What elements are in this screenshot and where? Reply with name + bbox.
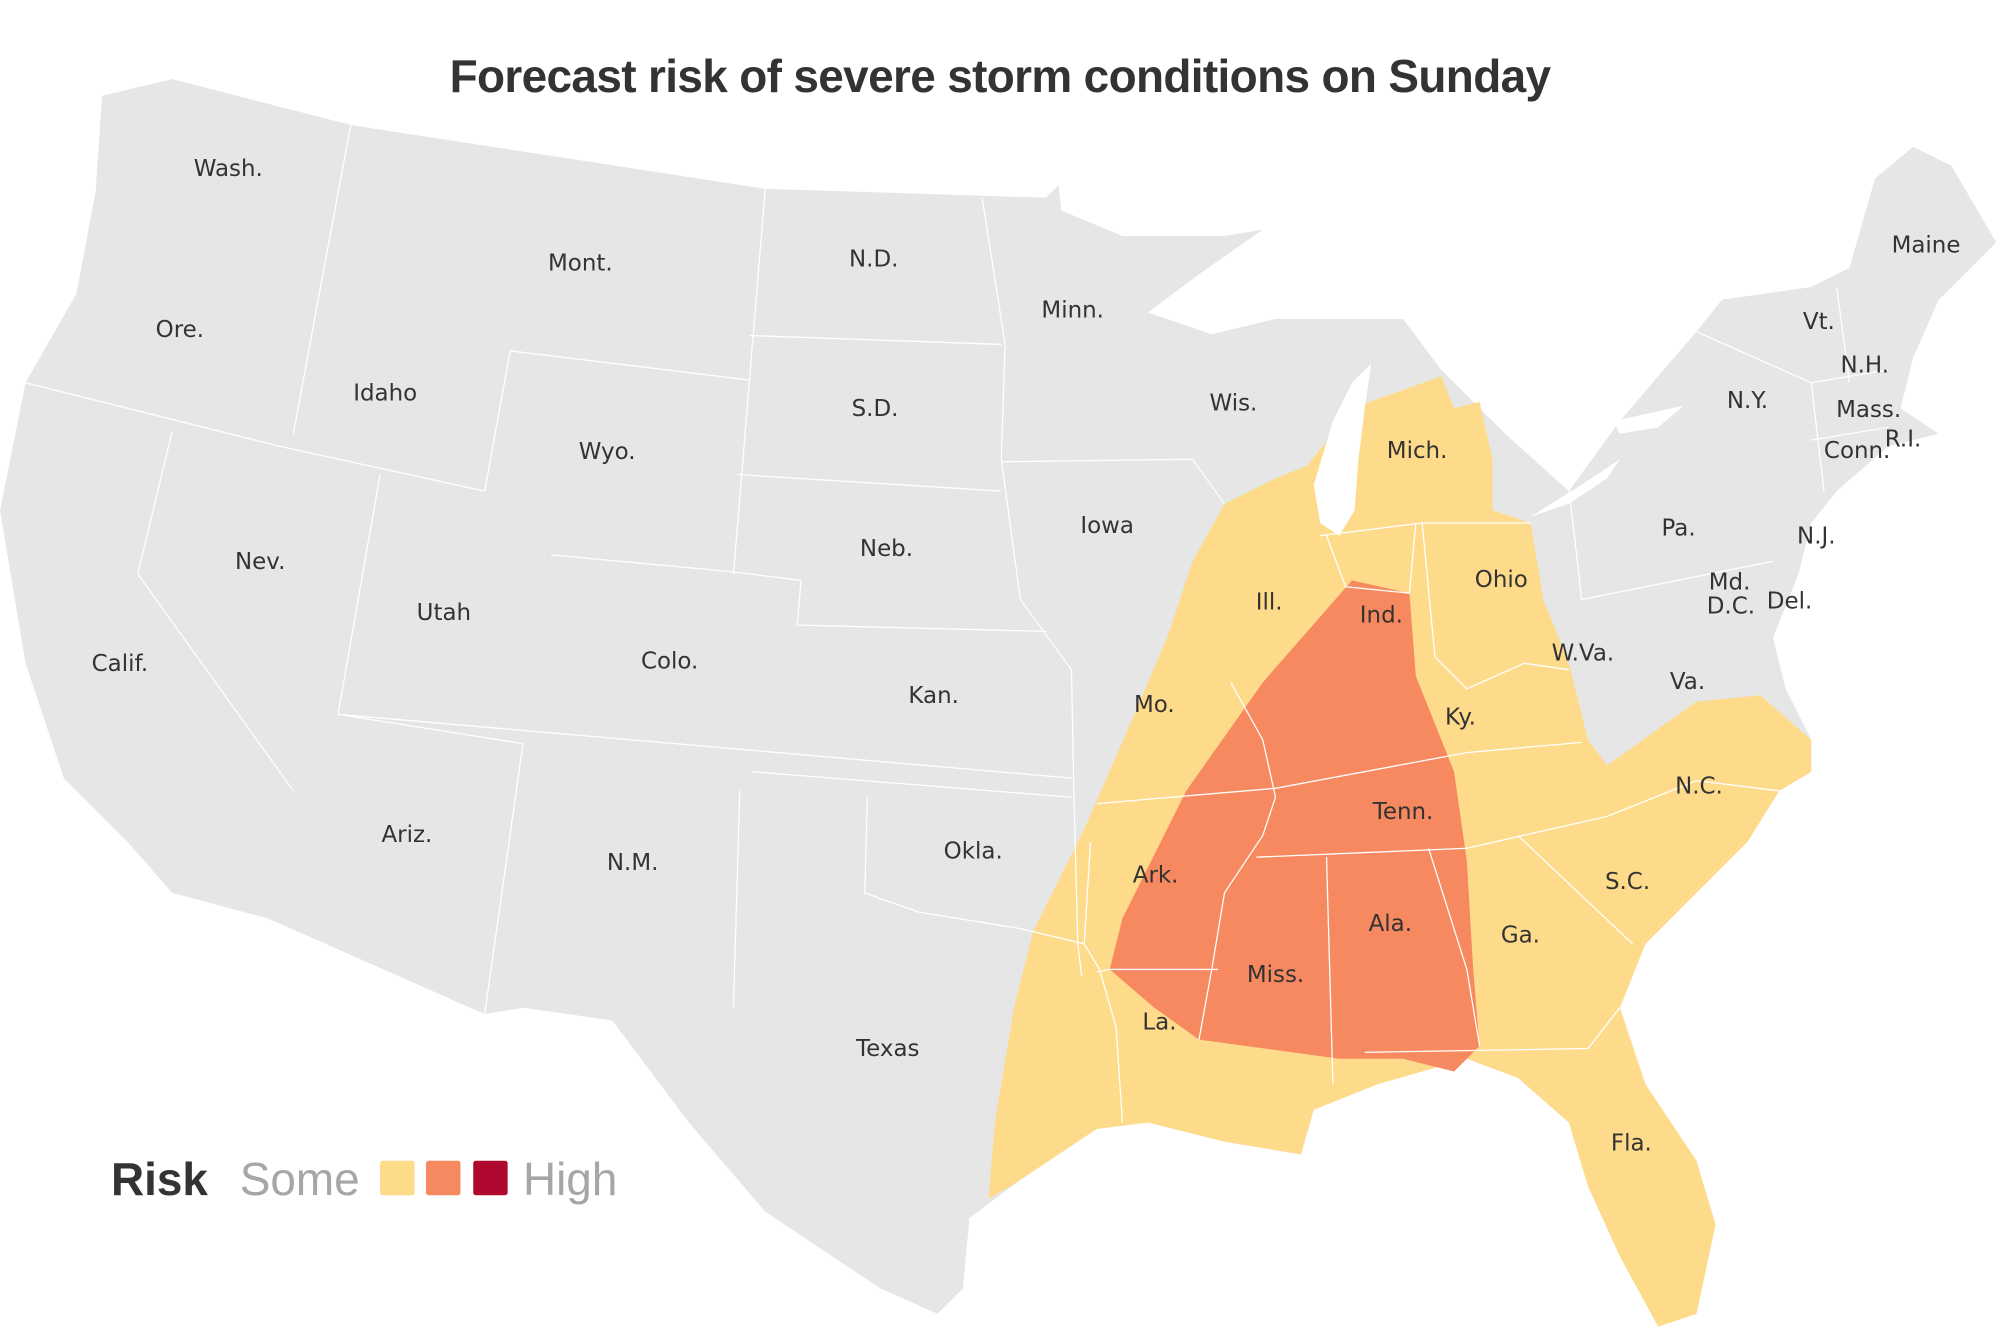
state-label: S.D. bbox=[852, 396, 899, 422]
state-label: Kan. bbox=[908, 683, 959, 709]
state-label: Mont. bbox=[548, 250, 613, 276]
state-label: Mass. bbox=[1836, 397, 1901, 423]
state-label: Colo. bbox=[641, 648, 698, 674]
state-label: Miss. bbox=[1247, 962, 1304, 988]
state-label: Ark. bbox=[1133, 863, 1179, 889]
map-title: Forecast risk of severe storm conditions… bbox=[450, 50, 1552, 102]
state-label: Ga. bbox=[1501, 923, 1540, 949]
state-label: Mich. bbox=[1387, 438, 1448, 464]
state-label: N.C. bbox=[1675, 773, 1723, 799]
legend: Risk Some High bbox=[111, 1153, 617, 1205]
state-borders bbox=[25, 124, 1888, 1123]
legend-title: Risk bbox=[111, 1153, 208, 1205]
state-label: N.D. bbox=[849, 247, 898, 273]
lake-michigan bbox=[1313, 363, 1372, 536]
state-label: W.Va. bbox=[1552, 641, 1615, 667]
state-label: Ala. bbox=[1369, 911, 1412, 937]
state-label: Conn. bbox=[1824, 438, 1890, 464]
state-label: Tenn. bbox=[1372, 799, 1434, 825]
state-label: Neb. bbox=[860, 536, 913, 562]
legend-high-label: High bbox=[523, 1153, 617, 1205]
state-label: Md. bbox=[1709, 569, 1751, 595]
legend-swatch-some bbox=[380, 1160, 415, 1196]
state-label: Wash. bbox=[194, 156, 263, 182]
state-label: Wyo. bbox=[579, 439, 636, 465]
state-label: Okla. bbox=[944, 838, 1003, 864]
state-label: S.C. bbox=[1605, 869, 1650, 895]
state-labels: Wash. Ore. Calif. Idaho Nev. Mont. Wyo. … bbox=[92, 156, 1961, 1156]
state-label: Vt. bbox=[1803, 309, 1835, 335]
legend-swatch-high bbox=[473, 1160, 508, 1196]
state-label: Ariz. bbox=[381, 822, 432, 848]
state-label: N.H. bbox=[1840, 352, 1889, 378]
legend-swatch-moderate bbox=[426, 1160, 461, 1196]
legend-low-label: Some bbox=[240, 1153, 360, 1205]
state-label: N.M. bbox=[607, 850, 659, 876]
state-label: Texas bbox=[855, 1036, 919, 1062]
state-label: Fla. bbox=[1611, 1131, 1652, 1157]
state-label: N.J. bbox=[1797, 523, 1836, 549]
state-label: Minn. bbox=[1041, 298, 1104, 324]
state-label: R.I. bbox=[1885, 426, 1921, 452]
state-label: N.Y. bbox=[1727, 388, 1768, 414]
lake-superior bbox=[1147, 261, 1404, 335]
state-label: Ore. bbox=[156, 317, 204, 343]
state-label: Mo. bbox=[1134, 692, 1175, 718]
state-label: Ohio bbox=[1475, 567, 1528, 593]
state-label: D.C. bbox=[1707, 594, 1755, 620]
state-label: Ind. bbox=[1360, 602, 1403, 628]
state-label: La. bbox=[1142, 1009, 1176, 1035]
state-label: Ill. bbox=[1256, 590, 1283, 616]
risk-area-moderate bbox=[1109, 580, 1480, 1072]
state-label: Iowa bbox=[1080, 513, 1134, 539]
state-label: Maine bbox=[1892, 233, 1961, 259]
state-label: Pa. bbox=[1661, 516, 1695, 542]
state-label: Nev. bbox=[235, 549, 285, 575]
lake-erie-ontario bbox=[1530, 405, 1684, 517]
state-label: Va. bbox=[1670, 669, 1705, 695]
state-label: Wis. bbox=[1210, 391, 1258, 417]
state-label: Utah bbox=[417, 600, 471, 626]
state-label: Ky. bbox=[1445, 705, 1476, 731]
state-label: Calif. bbox=[92, 651, 149, 677]
state-label: Del. bbox=[1767, 588, 1812, 614]
state-label: Idaho bbox=[353, 381, 417, 407]
